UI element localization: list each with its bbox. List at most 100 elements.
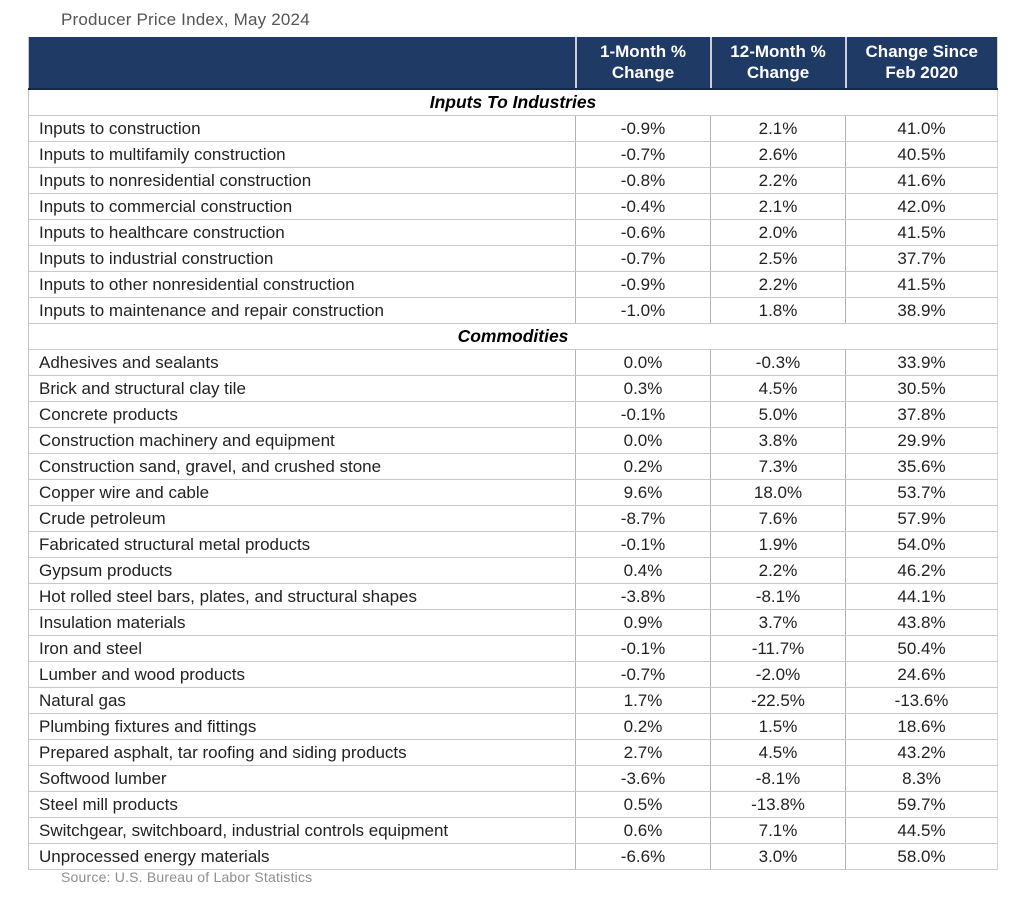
row-value: 37.7%: [845, 245, 998, 272]
row-value: 2.7%: [575, 739, 711, 766]
table-row: Adhesives and sealants 0.0% -0.3% 33.9%: [28, 349, 998, 376]
row-value: 0.2%: [575, 453, 711, 480]
row-label: Plumbing fixtures and fittings: [28, 713, 576, 740]
row-value: -0.7%: [575, 141, 711, 168]
table-row: Fabricated structural metal products -0.1…: [28, 531, 998, 558]
row-value: -0.1%: [575, 401, 711, 428]
row-label: Inputs to maintenance and repair constru…: [28, 297, 576, 324]
row-label: Brick and structural clay tile: [28, 375, 576, 402]
row-label: Construction sand, gravel, and crushed s…: [28, 453, 576, 480]
row-value: 3.8%: [710, 427, 846, 454]
row-value: 37.8%: [845, 401, 998, 428]
table-header-row: 1-Month % Change 12-Month % Change Chang…: [28, 37, 998, 90]
table-row: Insulation materials 0.9% 3.7% 43.8%: [28, 609, 998, 636]
row-value: 50.4%: [845, 635, 998, 662]
row-value: 1.9%: [710, 531, 846, 558]
row-value: -13.6%: [845, 687, 998, 714]
row-label: Natural gas: [28, 687, 576, 714]
row-label: Prepared asphalt, tar roofing and siding…: [28, 739, 576, 766]
row-label: Inputs to commercial construction: [28, 193, 576, 220]
row-value: 2.1%: [710, 193, 846, 220]
table-row: Inputs to commercial construction -0.4% 2.…: [28, 193, 998, 220]
row-label: Switchgear, switchboard, industrial cont…: [28, 817, 576, 844]
row-value: 33.9%: [845, 349, 998, 376]
row-value: 57.9%: [845, 505, 998, 532]
row-value: -13.8%: [710, 791, 846, 818]
row-value: 2.2%: [710, 271, 846, 298]
row-value: -0.9%: [575, 271, 711, 298]
section-title: Inputs To Industries: [28, 89, 998, 116]
row-value: -2.0%: [710, 661, 846, 688]
row-value: 44.5%: [845, 817, 998, 844]
row-label: Gypsum products: [28, 557, 576, 584]
row-value: 18.0%: [710, 479, 846, 506]
row-value: -1.0%: [575, 297, 711, 324]
col-header-1-month: 1-Month % Change: [574, 37, 711, 90]
row-label: Inputs to construction: [28, 115, 576, 142]
row-value: 2.6%: [710, 141, 846, 168]
table-row: Gypsum products 0.4% 2.2% 46.2%: [28, 557, 998, 584]
table-row: Inputs to construction -0.9% 2.1% 41.0%: [28, 115, 998, 142]
row-label: Insulation materials: [28, 609, 576, 636]
row-label: Fabricated structural metal products: [28, 531, 576, 558]
table-row: Hot rolled steel bars, plates, and struc…: [28, 583, 998, 610]
row-value: 24.6%: [845, 661, 998, 688]
row-value: 7.6%: [710, 505, 846, 532]
table-row: Inputs to multifamily construction -0.7% 2…: [28, 141, 998, 168]
row-value: 0.4%: [575, 557, 711, 584]
row-value: -0.1%: [575, 531, 711, 558]
table-row: Iron and steel -0.1% -11.7% 50.4%: [28, 635, 998, 662]
row-value: 35.6%: [845, 453, 998, 480]
row-value: 0.6%: [575, 817, 711, 844]
row-value: -8.1%: [710, 583, 846, 610]
row-value: -0.7%: [575, 661, 711, 688]
table-row: Inputs to other nonresidential construct…: [28, 271, 998, 298]
row-label: Concrete products: [28, 401, 576, 428]
row-value: -0.1%: [575, 635, 711, 662]
row-value: 30.5%: [845, 375, 998, 402]
row-value: -3.8%: [575, 583, 711, 610]
row-value: 44.1%: [845, 583, 998, 610]
row-value: -8.7%: [575, 505, 711, 532]
row-label: Copper wire and cable: [28, 479, 576, 506]
row-value: 43.8%: [845, 609, 998, 636]
row-value: 0.0%: [575, 349, 711, 376]
row-value: 3.0%: [710, 843, 846, 870]
row-value: -6.6%: [575, 843, 711, 870]
row-label: Steel mill products: [28, 791, 576, 818]
table-row: Prepared asphalt, tar roofing and siding…: [28, 739, 998, 766]
row-value: 1.8%: [710, 297, 846, 324]
row-value: 2.2%: [710, 557, 846, 584]
row-value: 4.5%: [710, 739, 846, 766]
row-value: 59.7%: [845, 791, 998, 818]
row-value: 58.0%: [845, 843, 998, 870]
table-row: Construction machinery and equipment 0.0%…: [28, 427, 998, 454]
table-row: Plumbing fixtures and fittings 0.2% 1.5% 18…: [28, 713, 998, 740]
row-label: Hot rolled steel bars, plates, and struc…: [28, 583, 576, 610]
row-value: 3.7%: [710, 609, 846, 636]
table-row: Inputs to industrial construction -0.7% 2.…: [28, 245, 998, 272]
row-value: 0.5%: [575, 791, 711, 818]
row-value: 41.6%: [845, 167, 998, 194]
row-value: 8.3%: [845, 765, 998, 792]
table-row: Concrete products -0.1% 5.0% 37.8%: [28, 401, 998, 428]
row-value: 53.7%: [845, 479, 998, 506]
table-row: Copper wire and cable 9.6% 18.0% 53.7%: [28, 479, 998, 506]
row-value: -0.8%: [575, 167, 711, 194]
col-header-change-since-feb-2020: Change Since Feb 2020: [844, 37, 998, 90]
table-row: Unprocessed energy materials -6.6% 3.0% 58.…: [28, 843, 998, 870]
source-note: Source: U.S. Bureau of Labor Statistics: [61, 869, 313, 885]
row-value: -0.6%: [575, 219, 711, 246]
section-title: Commodities: [28, 323, 998, 350]
row-value: -8.1%: [710, 765, 846, 792]
ppi-table: 1-Month % Change 12-Month % Change Chang…: [28, 37, 998, 870]
row-label: Inputs to nonresidential construction: [28, 167, 576, 194]
table-row: Switchgear, switchboard, industrial cont…: [28, 817, 998, 844]
table-row: Softwood lumber -3.6% -8.1% 8.3%: [28, 765, 998, 792]
row-value: -3.6%: [575, 765, 711, 792]
table-row: Brick and structural clay tile 0.3% 4.5% 30…: [28, 375, 998, 402]
row-value: 1.5%: [710, 713, 846, 740]
table-row: Natural gas 1.7% -22.5% -13.6%: [28, 687, 998, 714]
row-value: 2.1%: [710, 115, 846, 142]
table-row: Crude petroleum -8.7% 7.6% 57.9%: [28, 505, 998, 532]
